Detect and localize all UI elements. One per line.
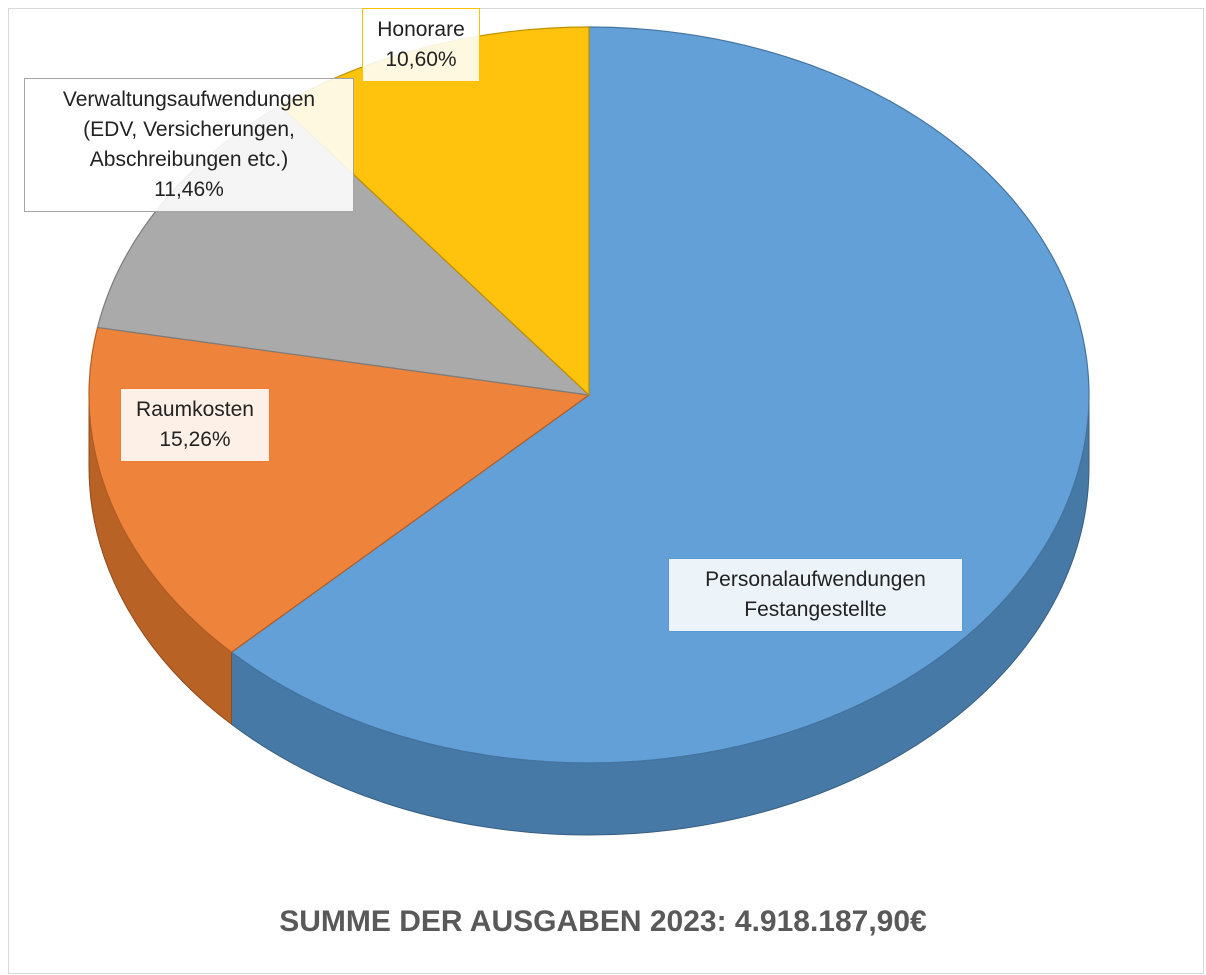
chart-title: SUMME DER AUSGABEN 2023: 4.918.187,90€	[279, 905, 927, 938]
label-category: Verwaltungsaufwendungen (EDV, Versicheru…	[62, 88, 316, 171]
label-value: 11,46%	[154, 178, 224, 201]
label-category: Honorare	[377, 18, 465, 41]
label-category: Personalaufwendungen Festangestellte	[705, 568, 926, 621]
data-label: Verwaltungsaufwendungen (EDV, Versicheru…	[24, 78, 354, 212]
chart-frame	[8, 8, 1204, 974]
label-category: Raumkosten	[136, 398, 254, 421]
data-label: Honorare 10,60%	[362, 8, 480, 82]
data-label: Raumkosten 15,26%	[120, 388, 270, 462]
label-value: 10,60%	[385, 48, 457, 71]
data-label: Personalaufwendungen Festangestellte	[668, 558, 963, 632]
label-value: 15,26%	[159, 428, 231, 451]
